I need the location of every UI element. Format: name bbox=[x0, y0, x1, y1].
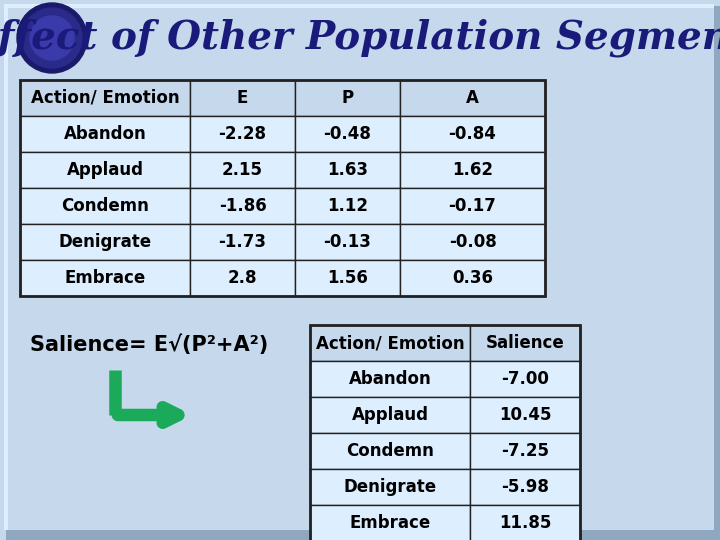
Bar bbox=[310, 361, 470, 397]
Text: 0.36: 0.36 bbox=[452, 269, 493, 287]
Bar bbox=[310, 505, 470, 540]
Text: 2.15: 2.15 bbox=[222, 161, 263, 179]
Bar bbox=[470, 433, 580, 469]
Bar bbox=[4, 4, 8, 530]
Text: 1.12: 1.12 bbox=[327, 197, 368, 215]
Text: -0.48: -0.48 bbox=[323, 125, 372, 143]
Circle shape bbox=[17, 3, 87, 73]
Bar bbox=[470, 361, 580, 397]
Text: -7.00: -7.00 bbox=[501, 370, 549, 388]
Bar bbox=[310, 325, 580, 540]
Text: Action/ Emotion: Action/ Emotion bbox=[315, 334, 464, 352]
Bar bbox=[400, 188, 545, 224]
Bar bbox=[20, 188, 190, 224]
Bar bbox=[190, 188, 295, 224]
Bar bbox=[470, 505, 580, 540]
Bar bbox=[310, 325, 470, 361]
Text: -5.98: -5.98 bbox=[501, 478, 549, 496]
Bar bbox=[400, 260, 545, 296]
Text: Condemn: Condemn bbox=[346, 442, 434, 460]
Text: Embrace: Embrace bbox=[64, 269, 145, 287]
Bar bbox=[4, 4, 714, 8]
Text: Salience= E√(P²+A²): Salience= E√(P²+A²) bbox=[30, 335, 269, 355]
Bar bbox=[470, 397, 580, 433]
Circle shape bbox=[22, 8, 82, 68]
Bar bbox=[310, 433, 470, 469]
Bar bbox=[310, 469, 470, 505]
Text: -0.84: -0.84 bbox=[449, 125, 496, 143]
Bar bbox=[190, 224, 295, 260]
Bar bbox=[190, 116, 295, 152]
Bar bbox=[400, 224, 545, 260]
Text: -1.86: -1.86 bbox=[219, 197, 266, 215]
Text: 2.8: 2.8 bbox=[228, 269, 257, 287]
Bar bbox=[190, 152, 295, 188]
Bar bbox=[20, 152, 190, 188]
Text: -2.28: -2.28 bbox=[218, 125, 266, 143]
Text: Abandon: Abandon bbox=[348, 370, 431, 388]
Bar bbox=[190, 260, 295, 296]
Text: Condemn: Condemn bbox=[61, 197, 149, 215]
Bar bbox=[400, 80, 545, 116]
Bar bbox=[295, 152, 400, 188]
Bar bbox=[470, 469, 580, 505]
Bar bbox=[20, 80, 545, 296]
Text: Applaud: Applaud bbox=[351, 406, 428, 424]
Text: -7.25: -7.25 bbox=[501, 442, 549, 460]
Bar bbox=[295, 80, 400, 116]
Text: -1.73: -1.73 bbox=[218, 233, 266, 251]
Bar bbox=[400, 116, 545, 152]
Bar bbox=[310, 397, 470, 433]
Text: Applaud: Applaud bbox=[66, 161, 143, 179]
Text: 10.45: 10.45 bbox=[499, 406, 552, 424]
Bar bbox=[295, 224, 400, 260]
Text: Action/ Emotion: Action/ Emotion bbox=[31, 89, 179, 107]
Bar bbox=[20, 260, 190, 296]
Text: -0.13: -0.13 bbox=[323, 233, 372, 251]
Text: Embrace: Embrace bbox=[349, 514, 431, 532]
Text: 1.62: 1.62 bbox=[452, 161, 493, 179]
Bar bbox=[20, 80, 190, 116]
Bar bbox=[470, 325, 580, 361]
Bar bbox=[400, 152, 545, 188]
Text: A: A bbox=[466, 89, 479, 107]
Text: Abandon: Abandon bbox=[63, 125, 146, 143]
Text: Salience: Salience bbox=[485, 334, 564, 352]
Text: Denigrate: Denigrate bbox=[343, 478, 436, 496]
Text: 11.85: 11.85 bbox=[499, 514, 552, 532]
Text: Denigrate: Denigrate bbox=[58, 233, 152, 251]
Bar bbox=[190, 80, 295, 116]
Text: 1.63: 1.63 bbox=[327, 161, 368, 179]
Bar bbox=[295, 188, 400, 224]
Text: E: E bbox=[237, 89, 248, 107]
Bar bbox=[295, 116, 400, 152]
Bar bbox=[20, 116, 190, 152]
Text: P: P bbox=[341, 89, 354, 107]
Text: Effect of Other Population Segments: Effect of Other Population Segments bbox=[0, 19, 720, 57]
Text: 1.56: 1.56 bbox=[327, 269, 368, 287]
Bar bbox=[20, 224, 190, 260]
Circle shape bbox=[30, 16, 74, 60]
Bar bbox=[295, 260, 400, 296]
Text: -0.17: -0.17 bbox=[449, 197, 496, 215]
Text: -0.08: -0.08 bbox=[449, 233, 496, 251]
